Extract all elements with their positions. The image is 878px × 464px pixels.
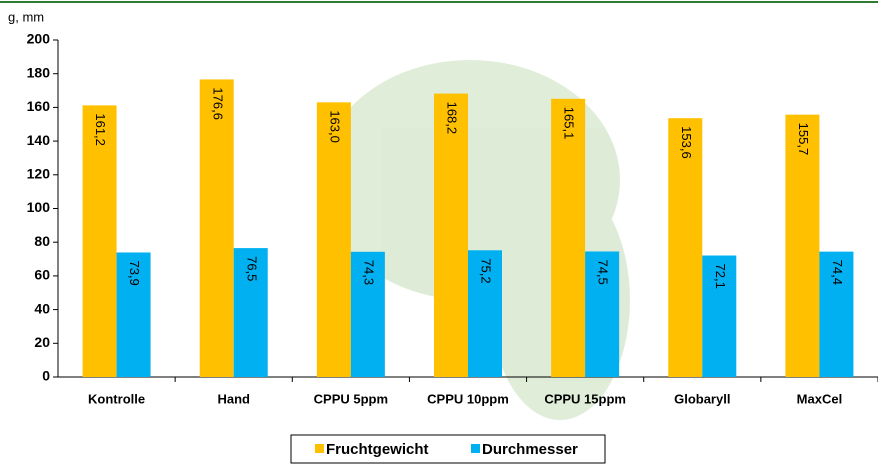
legend-swatch: [471, 444, 480, 453]
y-tick-label: 80: [34, 233, 50, 249]
y-tick-label: 60: [34, 267, 50, 283]
legend-label: Fruchtgewicht: [326, 441, 429, 458]
value-label: 74,5: [596, 259, 611, 284]
value-label: 155,7: [796, 123, 811, 156]
y-tick-label: 140: [27, 132, 51, 148]
y-tick-label: 180: [27, 64, 51, 80]
value-label: 76,5: [244, 256, 259, 281]
y-tick-label: 20: [34, 334, 50, 350]
bar: [434, 94, 468, 377]
value-label: 153,6: [679, 126, 694, 159]
legend-swatch: [315, 444, 324, 453]
y-tick-label: 0: [42, 368, 50, 384]
x-tick-label: CPPU 5ppm: [314, 391, 388, 406]
y-tick-label: 120: [27, 166, 51, 182]
y-tick-label: 40: [34, 300, 50, 316]
legend-label: Durchmesser: [482, 441, 578, 458]
y-tick-label: 100: [27, 199, 51, 215]
value-label: 161,2: [93, 113, 108, 146]
x-tick-label: Globaryll: [674, 391, 730, 406]
x-tick-label: Hand: [217, 391, 250, 406]
value-label: 168,2: [445, 102, 460, 135]
value-label: 74,3: [361, 260, 376, 285]
value-label: 74,4: [830, 260, 845, 285]
y-tick-label: 160: [27, 98, 51, 114]
x-tick-label: CPPU 15ppm: [544, 391, 626, 406]
value-label: 163,0: [327, 110, 342, 143]
value-label: 165,1: [562, 107, 577, 140]
bar: [551, 99, 585, 377]
y-tick-label: 200: [27, 31, 51, 47]
value-label: 75,2: [479, 258, 494, 283]
value-label: 73,9: [127, 260, 142, 285]
y-axis-label: g, mm: [8, 9, 44, 24]
page: g, mm 0 20 40 60 80 100 120 140 160 180 200 Kontrol…: [0, 0, 878, 464]
x-tick-label: CPPU 10ppm: [427, 391, 509, 406]
bar: [83, 105, 117, 377]
x-tick-label: MaxCel: [797, 391, 843, 406]
chart: g, mm 0 20 40 60 80 100 120 140 160 180 200 Kontrol…: [0, 0, 878, 464]
bar: [317, 102, 351, 377]
x-tick-label: Kontrolle: [88, 391, 145, 406]
value-label: 176,6: [210, 87, 225, 120]
bar: [200, 79, 234, 377]
value-label: 72,1: [713, 264, 728, 289]
